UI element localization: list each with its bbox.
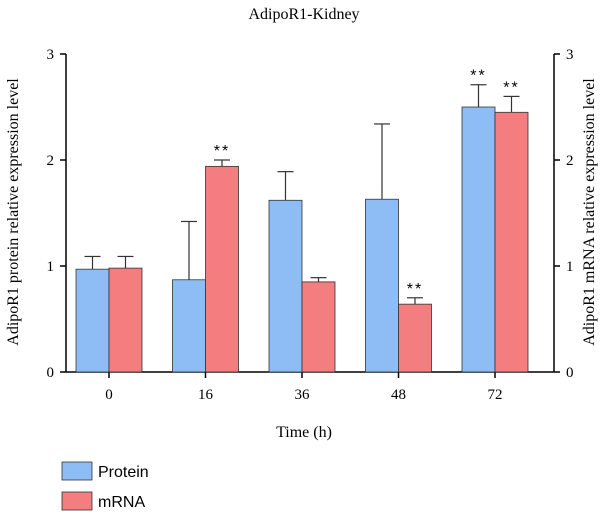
- x-tick-label: 0: [105, 387, 113, 403]
- y-tick-label-left: 1: [47, 259, 55, 275]
- x-tick-label: 36: [295, 387, 311, 403]
- legend-label-protein: Protein: [98, 464, 149, 481]
- bar-mrna: [398, 303, 432, 373]
- y-tick-label-left: 2: [47, 153, 55, 169]
- significance-marker: **: [214, 143, 230, 160]
- chart-title: AdipoR1-Kidney: [248, 6, 359, 23]
- x-axis-label: Time (h): [276, 424, 332, 441]
- legend-label-mrna: mRNA: [98, 494, 145, 511]
- bar-mrna: [205, 165, 239, 373]
- plot-area: 0 0 1 1 2 2 3 3 0 16 ** 36 48 ** 72 ** **: [47, 47, 574, 403]
- bar-mrna: [108, 267, 143, 373]
- y-tick-label-right: 3: [566, 47, 574, 63]
- bar-protein: [268, 199, 303, 373]
- legend-swatch-mrna: [61, 491, 93, 511]
- bar-mrna: [494, 111, 529, 373]
- legend: Protein mRNA: [61, 461, 149, 511]
- x-tick-label: 72: [488, 387, 503, 403]
- significance-marker: **: [503, 79, 519, 96]
- y-tick-label-right: 1: [566, 259, 574, 275]
- bar-protein: [461, 106, 496, 373]
- x-tick-label: 16: [198, 387, 214, 403]
- y-tick-label-left: 0: [47, 365, 55, 381]
- bar-protein: [365, 198, 399, 373]
- significance-marker: **: [407, 281, 423, 298]
- significance-marker: **: [470, 68, 486, 85]
- y-tick-label-right: 2: [566, 153, 574, 169]
- y-axis-label-right: AdipoR1 mRNA relative expression level: [581, 78, 598, 346]
- legend-swatch-protein: [61, 461, 93, 481]
- y-tick-label-right: 0: [566, 365, 574, 381]
- bar-mrna: [301, 281, 336, 373]
- y-tick-label-left: 3: [47, 47, 55, 63]
- y-axis-label-left: AdipoR1 protein relative expression leve…: [5, 78, 22, 346]
- bar-protein: [172, 279, 206, 373]
- x-tick-label: 48: [391, 387, 406, 403]
- bar-protein: [75, 268, 110, 373]
